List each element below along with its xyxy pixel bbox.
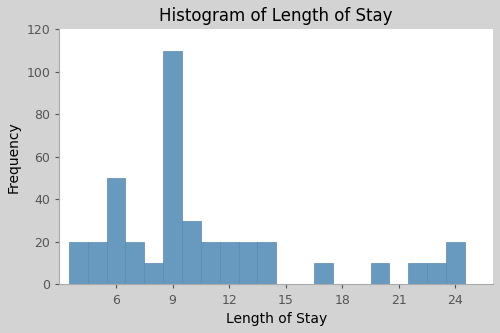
- Bar: [238, 242, 258, 284]
- Bar: [69, 242, 87, 284]
- Bar: [163, 51, 182, 284]
- Bar: [201, 242, 220, 284]
- Bar: [258, 242, 276, 284]
- X-axis label: Length of Stay: Length of Stay: [226, 312, 327, 326]
- Bar: [220, 242, 238, 284]
- Bar: [106, 178, 126, 284]
- Bar: [427, 263, 446, 284]
- Bar: [314, 263, 333, 284]
- Bar: [126, 242, 144, 284]
- Bar: [144, 263, 163, 284]
- Bar: [88, 242, 106, 284]
- Bar: [408, 263, 427, 284]
- Y-axis label: Frequency: Frequency: [7, 121, 21, 193]
- Bar: [370, 263, 390, 284]
- Title: Histogram of Length of Stay: Histogram of Length of Stay: [160, 7, 393, 25]
- Bar: [182, 221, 201, 284]
- Bar: [446, 242, 465, 284]
